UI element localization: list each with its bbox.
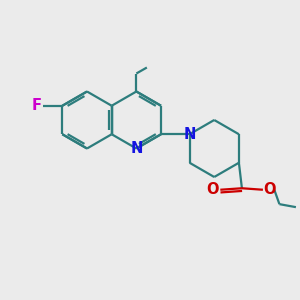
Text: O: O bbox=[263, 182, 276, 196]
Text: N: N bbox=[183, 127, 196, 142]
Text: F: F bbox=[31, 98, 41, 113]
Text: O: O bbox=[207, 182, 219, 196]
Text: N: N bbox=[130, 141, 142, 156]
